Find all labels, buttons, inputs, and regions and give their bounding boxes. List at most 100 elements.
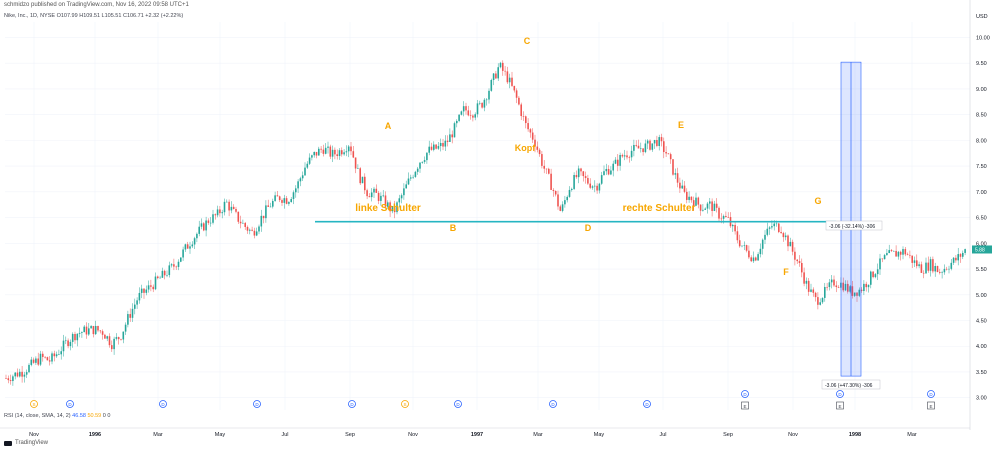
candle-body [288,202,290,204]
candle-body [886,253,888,256]
candle-body [25,372,28,375]
candle-body [483,99,486,108]
candle-body [651,143,654,150]
time-tick-label: Jul [659,432,666,438]
event-marker-circle [348,400,356,408]
candle-body [416,168,419,172]
candle-body [743,245,746,246]
price-tick-label: 7.50 [976,164,987,170]
candle-body [665,152,667,154]
candle-body [283,198,286,203]
candle-body [766,228,769,235]
candle-body [152,286,154,290]
candle-body [637,145,640,149]
candle-body [835,285,838,288]
candle-body [5,378,7,379]
candle-body [235,208,237,212]
candle-body [331,149,334,157]
candle-body [30,359,33,365]
time-tick-label: Nov [29,432,39,438]
published-info: schmidzo published on TradingView.com, N… [4,2,189,8]
candle-body [301,175,304,179]
candle-body [787,235,789,247]
candle-body [285,198,288,204]
candle-body [55,354,58,357]
candle-body [879,258,881,270]
event-marker-letter: D [350,402,354,407]
candle-body [623,155,626,157]
candle-body [364,176,366,191]
candle-body [720,218,723,220]
price-tick-label: 4.50 [976,319,987,325]
candle-body [377,192,380,201]
event-marker-letter: D [551,402,555,407]
candle-body [21,371,23,377]
candle-body [242,222,244,224]
candle-body [633,144,635,151]
candle-body [644,143,647,153]
candle-body [170,264,173,266]
pattern-label: linke Schulter [355,203,421,214]
measure-top-label: -3.06 (-32.14%) -306 [829,224,875,230]
candle-body [803,272,805,284]
time-tick-label: Jul [281,432,288,438]
candle-body [88,328,90,335]
candle-body [748,250,750,258]
rsi-value-1: 46.58 [72,413,86,419]
candle-body [876,269,879,275]
candle-body [196,233,198,239]
candle-body [842,282,844,291]
currency-label: USD [976,14,988,20]
candle-body [249,229,251,231]
event-marker-circle [66,400,74,408]
time-tick-label: 1998 [849,432,861,438]
candle-body [467,110,470,116]
time-tick-label: Nov [408,432,418,438]
candle-body [276,195,279,197]
candle-body [462,106,465,112]
current-price-label: 5.88 [975,247,985,253]
candle-body [899,251,902,255]
candle-body [895,250,897,257]
candle-body [117,337,120,340]
candle-body [157,276,159,279]
candle-body [329,146,332,157]
candle-body [453,123,456,138]
candle-body [262,215,265,219]
candle-body [798,261,801,263]
candle-body [557,194,559,207]
candle-body [488,90,490,100]
candle-body [304,167,306,176]
event-marker-circle [30,400,38,408]
candle-body [435,144,437,149]
candle-body [184,244,187,250]
candle-body [292,192,295,200]
candle-body [902,249,904,255]
candle-body [412,176,414,178]
candle-body [943,268,946,273]
event-marker-letter: D [161,402,165,407]
candle-body [773,223,775,227]
candle-body [113,338,115,350]
candle-body [548,168,550,174]
candle-body [945,268,948,270]
candle-body [837,287,840,288]
candle-body [830,279,833,283]
candle-body [209,222,212,224]
candle-body [228,201,230,211]
candle-body [14,372,16,377]
candle-body [111,345,113,350]
candle-body [801,262,803,273]
candle-body [962,252,964,257]
candle-body [267,205,269,207]
rsi-value-4: 0 [107,413,111,419]
candle-body [741,245,743,247]
measure-bottom-label: -3.06 (+47.30%) -306 [825,383,873,389]
candle-body [223,201,226,213]
candle-body [403,188,405,196]
candle-body [554,190,557,195]
candle-body [589,183,591,188]
candle-body [343,152,345,155]
candle-body [221,212,223,214]
